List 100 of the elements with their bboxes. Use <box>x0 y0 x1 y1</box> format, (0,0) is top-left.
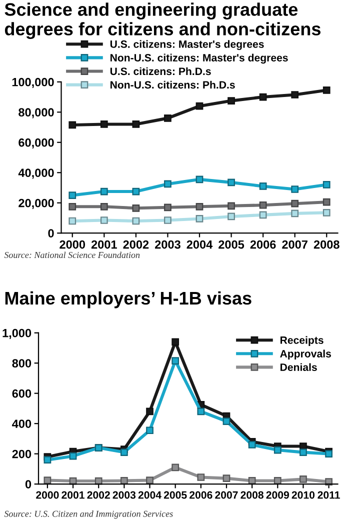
x-tick-label: 2004 <box>138 491 162 499</box>
point <box>322 198 330 206</box>
point <box>325 450 332 458</box>
point <box>44 476 52 484</box>
point <box>274 477 282 484</box>
y-tick-label: 0 <box>48 229 54 238</box>
x-tick-label: 2002 <box>87 491 110 499</box>
point <box>132 217 140 225</box>
y-tick-label: 1,000 <box>2 328 32 339</box>
point <box>68 217 76 225</box>
y-tick-label: 800 <box>12 359 32 368</box>
point <box>259 182 267 190</box>
point <box>100 120 108 128</box>
point <box>44 456 52 464</box>
point <box>259 93 267 101</box>
legend-label: Non-U.S. citizens: Ph.D.s <box>110 80 235 89</box>
point <box>146 476 154 484</box>
point <box>196 202 204 210</box>
point <box>196 215 204 222</box>
point <box>68 192 76 199</box>
x-tick-label: 2002 <box>123 240 149 249</box>
legend-label: Non-U.S. citizens: Master's degrees <box>110 54 288 64</box>
point <box>196 102 204 110</box>
point <box>172 338 180 346</box>
point <box>100 202 108 210</box>
y-tick-label: 20,000 <box>18 198 54 209</box>
point <box>291 200 299 208</box>
point <box>172 357 180 364</box>
point <box>259 201 267 209</box>
y-tick-label: 40,000 <box>18 168 54 179</box>
point <box>120 477 128 484</box>
point <box>274 446 282 454</box>
point <box>100 188 108 196</box>
x-tick-label: 2003 <box>155 240 180 249</box>
x-tick-label: 2001 <box>91 240 117 249</box>
point <box>228 97 235 104</box>
y-tick-label: 400 <box>12 420 32 428</box>
point <box>132 188 140 196</box>
point <box>164 204 172 212</box>
point <box>197 474 205 481</box>
source-note: Source: U.S. Citizen and Immigration Services <box>4 510 173 519</box>
x-tick-label: 2005 <box>218 240 244 249</box>
point <box>259 211 267 219</box>
point <box>322 181 330 188</box>
point <box>322 86 330 94</box>
x-tick-label: 2006 <box>190 491 212 499</box>
point <box>120 448 128 456</box>
point <box>291 186 299 193</box>
x-tick-label: 2000 <box>36 491 59 499</box>
point <box>146 426 154 434</box>
point <box>228 178 235 186</box>
y-tick-label: 0 <box>25 480 32 488</box>
x-tick-label: 2011 <box>318 491 340 499</box>
x-tick-label: 2000 <box>60 240 86 249</box>
x-tick-label: 2008 <box>240 491 264 499</box>
y-tick-label: 200 <box>12 450 32 458</box>
point <box>228 202 235 210</box>
point <box>69 452 77 460</box>
legend-label: U.S. citizens: Master's degrees <box>110 40 264 50</box>
point <box>196 176 204 184</box>
chart-title: Maine employers’ H-1B visas <box>5 291 252 308</box>
point <box>172 464 180 472</box>
point <box>164 114 172 122</box>
point <box>300 448 307 456</box>
legend-label: Approvals <box>280 350 331 360</box>
source-note: Source: National Science Foundation <box>4 252 140 258</box>
x-tick-label: 2004 <box>186 240 213 249</box>
point <box>100 216 108 224</box>
point <box>222 474 230 482</box>
x-tick-label: 2007 <box>282 240 308 249</box>
x-tick-label: 2009 <box>266 491 289 499</box>
point <box>68 202 76 210</box>
point <box>197 408 205 416</box>
x-tick-label: 2008 <box>314 240 340 249</box>
y-tick-label: 80,000 <box>18 108 54 118</box>
point <box>248 441 256 448</box>
point <box>325 478 332 486</box>
legend-label: Receipts <box>280 336 324 346</box>
point <box>228 212 235 220</box>
point <box>291 91 299 98</box>
point <box>68 121 76 129</box>
point <box>146 408 154 416</box>
point <box>300 476 307 483</box>
point <box>322 209 330 216</box>
x-tick-label: 2001 <box>62 491 84 499</box>
y-tick-label: 600 <box>12 389 32 398</box>
point <box>222 418 230 425</box>
x-tick-label: 2007 <box>215 491 238 499</box>
y-tick-label: 60,000 <box>18 138 54 148</box>
x-tick-label: 2010 <box>292 491 315 499</box>
legend-label: Denials <box>280 363 317 371</box>
x-tick-label: 2006 <box>250 240 276 249</box>
point <box>164 180 172 188</box>
point <box>164 216 172 224</box>
y-tick-label: 100,000 <box>12 78 54 88</box>
chart-title: Science and engineering graduate degrees for citizens and non-citizens <box>4 2 320 40</box>
point <box>132 204 140 212</box>
point <box>132 120 140 128</box>
x-tick-label: 2003 <box>112 491 136 499</box>
legend-label: U.S. citizens: Ph.D.s <box>110 67 211 76</box>
